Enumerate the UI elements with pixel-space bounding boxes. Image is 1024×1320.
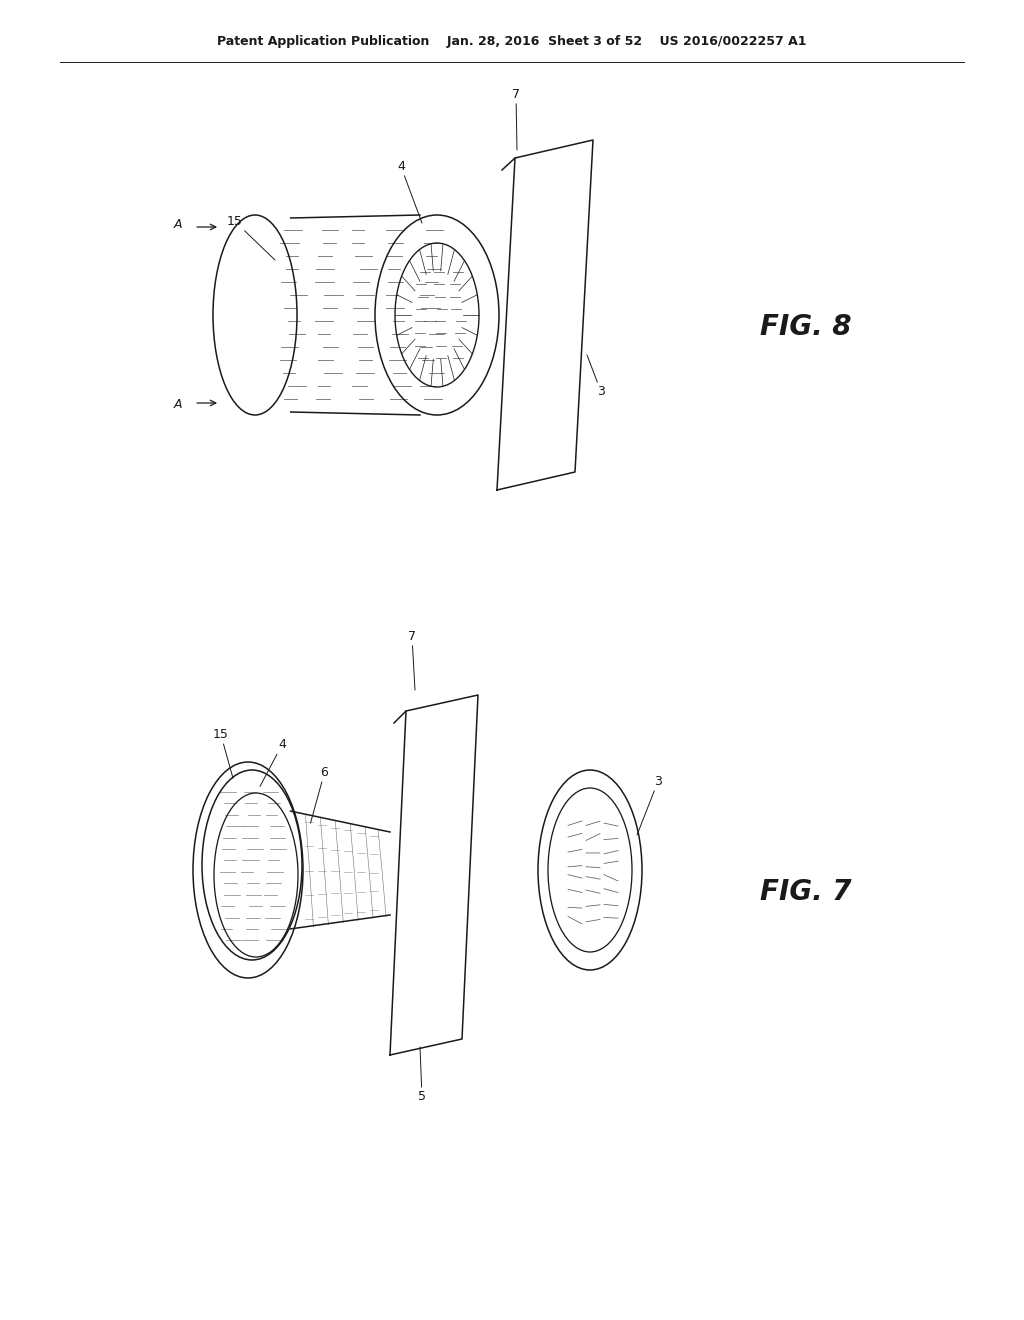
Text: Patent Application Publication    Jan. 28, 2016  Sheet 3 of 52    US 2016/002225: Patent Application Publication Jan. 28, …	[217, 36, 807, 49]
Text: 6: 6	[310, 766, 329, 824]
Text: FIG. 8: FIG. 8	[760, 313, 852, 341]
Polygon shape	[390, 696, 478, 1055]
Text: 7: 7	[408, 630, 416, 690]
Text: 3: 3	[587, 355, 605, 399]
Text: 7: 7	[512, 88, 520, 150]
Text: 4: 4	[260, 738, 286, 787]
Text: A: A	[173, 219, 182, 231]
Text: 3: 3	[637, 775, 662, 836]
Text: 4: 4	[397, 160, 422, 223]
Text: 15: 15	[227, 215, 275, 260]
Text: A: A	[173, 399, 182, 412]
Polygon shape	[497, 140, 593, 490]
Text: FIG. 7: FIG. 7	[760, 878, 852, 906]
Text: 15: 15	[213, 729, 233, 779]
Text: 5: 5	[418, 1047, 426, 1104]
